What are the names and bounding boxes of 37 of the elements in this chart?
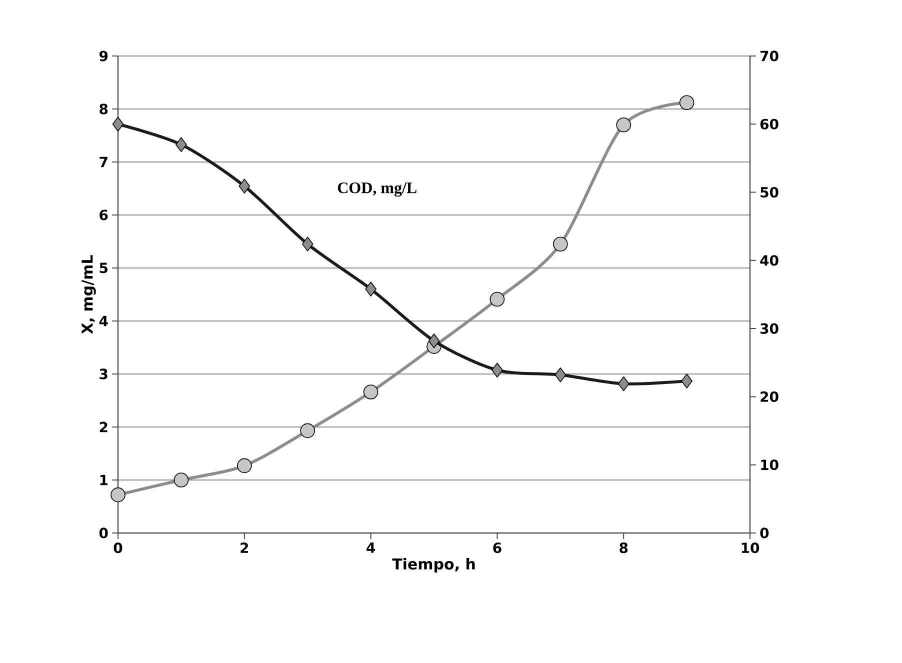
- x-tick-label: 0: [114, 542, 122, 554]
- y2-tick-label: 30: [760, 323, 778, 334]
- x-tick-label: 4: [366, 542, 376, 553]
- x-tick-label: 10: [742, 542, 760, 554]
- x-tick-label: 2: [240, 542, 248, 553]
- point: [176, 137, 187, 152]
- point: [112, 116, 124, 132]
- y2-tick-label: 50: [760, 186, 778, 198]
- point: [302, 236, 314, 252]
- y-axis-title: X, mg/mL: [82, 255, 96, 334]
- y2-tick-label: 0: [760, 528, 769, 538]
- y-tick-label: 4: [99, 316, 108, 326]
- point: [365, 282, 376, 296]
- x-tick-label: 6: [493, 542, 502, 554]
- x-tick-label: 8: [620, 542, 628, 554]
- point: [681, 374, 692, 388]
- y-tick-label: 5: [100, 262, 108, 274]
- x-axis-title: Tiempo, h: [392, 558, 475, 572]
- y-tick-label: 0: [99, 528, 108, 538]
- text: COD, mg/L: [338, 182, 416, 197]
- y2-tick-label: 70: [760, 50, 778, 62]
- y-tick-label: 2: [100, 422, 108, 432]
- y2-tick-label: 40: [760, 255, 778, 266]
- y-tick-label: 8: [100, 104, 108, 114]
- point: [238, 178, 250, 194]
- y2-tick-label: 60: [760, 118, 778, 130]
- y-tick-label: 1: [100, 474, 108, 486]
- y-tick-label: 3: [100, 368, 108, 380]
- y-tick-label: 6: [100, 210, 108, 220]
- point: [492, 362, 503, 378]
- point: [428, 333, 440, 348]
- point: [554, 367, 566, 382]
- y2-tick-label: 10: [761, 460, 778, 470]
- point: [618, 376, 630, 392]
- y2-tick-label: 20: [760, 391, 778, 402]
- y-tick-label: 9: [99, 50, 108, 62]
- y-tick-label: 7: [100, 156, 108, 168]
